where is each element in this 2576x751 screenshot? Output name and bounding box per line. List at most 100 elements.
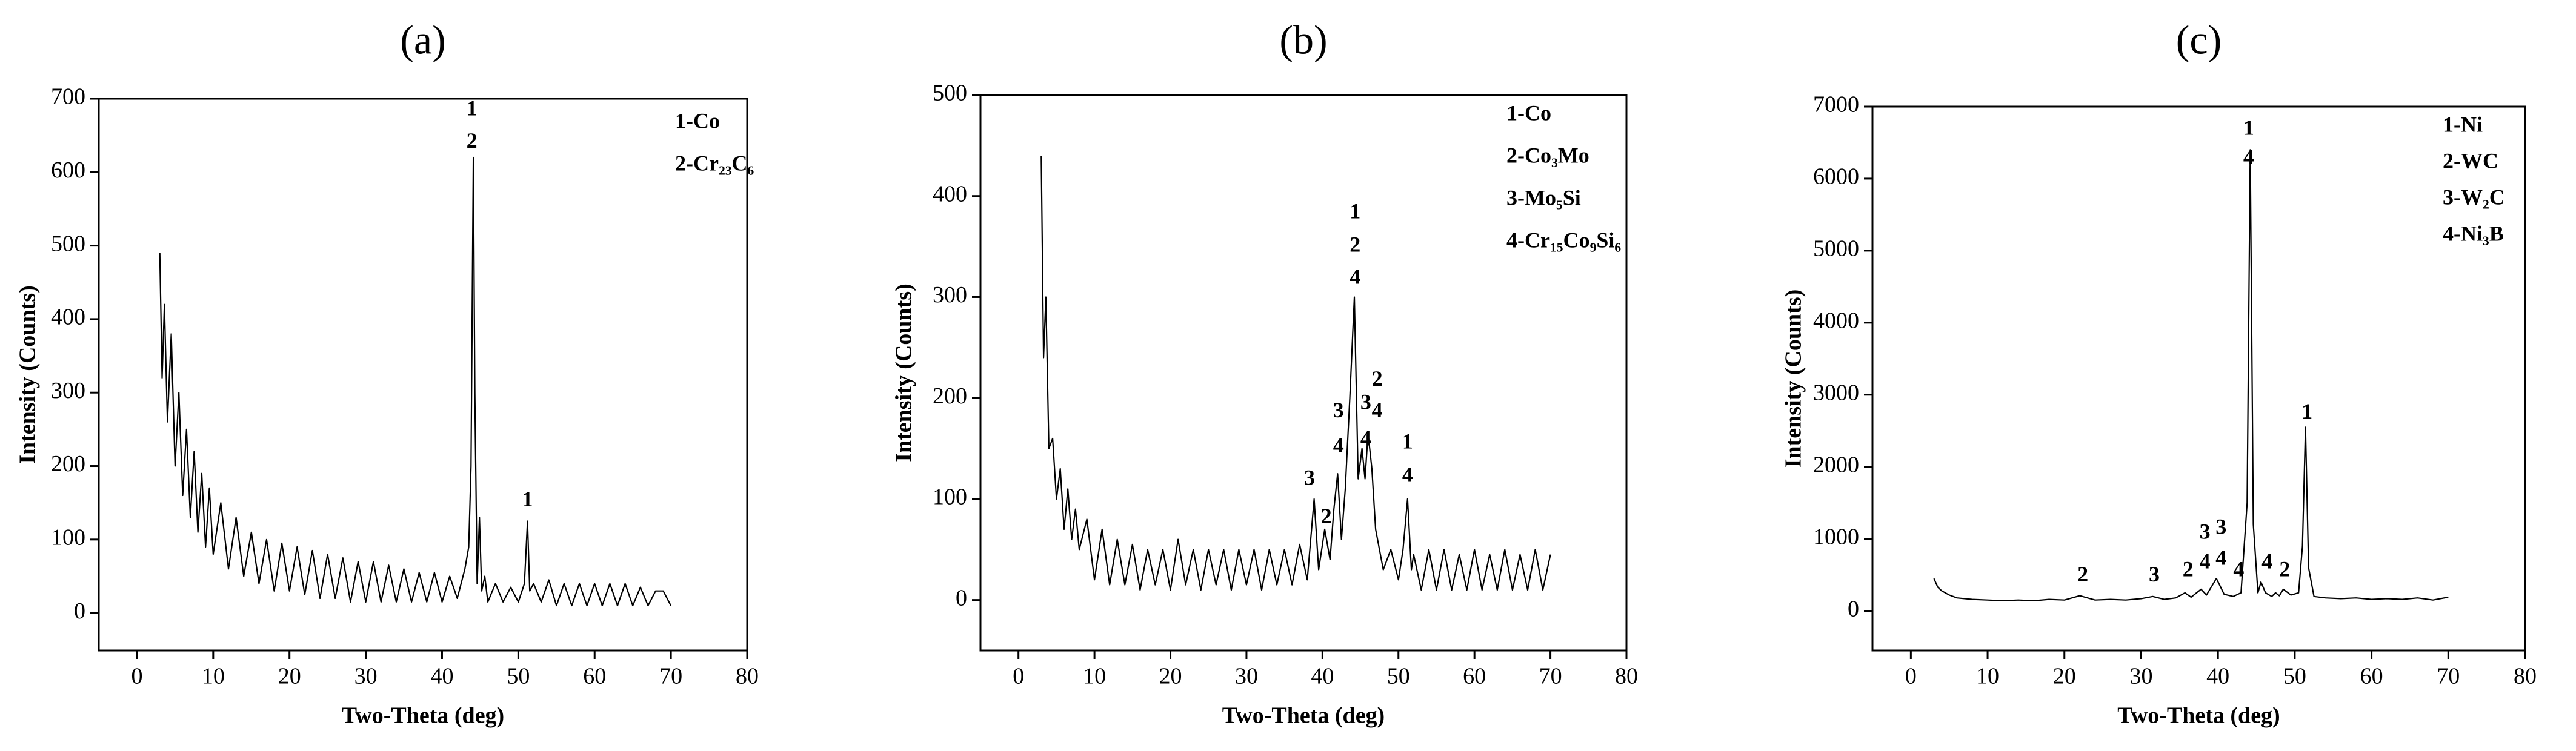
peak-label: 4 — [2261, 549, 2272, 573]
peak-label: 1 — [2243, 115, 2254, 139]
x-tick-label: 40 — [430, 664, 453, 689]
x-tick-label: 0 — [1905, 664, 1917, 689]
y-tick-label: 100 — [933, 485, 967, 510]
peak-label: 1 — [522, 487, 533, 511]
panel: (b) 0 10 20 30 40 50 60 70 80 0 100 200 300 400 500 Two-… — [891, 17, 1638, 729]
peak-label: 4 — [2243, 145, 2254, 169]
peak-label: 3 — [1333, 398, 1344, 422]
x-axis-label: Two-Theta (deg) — [2117, 703, 2280, 729]
y-axis-label: Intensity (Counts) — [1781, 289, 1806, 468]
y-tick-label: 200 — [933, 383, 967, 409]
y-tick-label: 6000 — [1813, 164, 1859, 190]
xrd-line — [1040, 155, 1551, 591]
x-tick-label: 30 — [354, 664, 378, 689]
y-tick-label: 400 — [51, 305, 85, 330]
y-tick-label: 3000 — [1813, 380, 1859, 405]
x-tick-label: 70 — [659, 664, 682, 689]
y-tick-label: 600 — [51, 157, 85, 183]
peak-label: 4 — [1372, 398, 1383, 422]
x-tick-label: 20 — [1159, 664, 1182, 689]
x-tick-label: 80 — [1615, 664, 1638, 689]
x-tick-label: 10 — [1083, 664, 1106, 689]
x-tick-label: 10 — [202, 664, 225, 689]
peak-label: 4 — [1402, 462, 1413, 486]
x-tick-label: 50 — [507, 664, 530, 689]
peak-label: 4 — [1350, 265, 1360, 289]
x-axis-label: Two-Theta (deg) — [342, 703, 504, 729]
peak-label: 3 — [2149, 562, 2160, 586]
x-tick-label: 50 — [2283, 664, 2306, 689]
phase-label: 1-Co — [1506, 101, 1551, 125]
peak-label: 4 — [2233, 557, 2244, 581]
y-tick-label: 200 — [51, 451, 85, 477]
y-tick-label: 1000 — [1813, 524, 1859, 549]
peak-label: 1 — [467, 96, 478, 121]
x-tick-label: 80 — [2514, 664, 2537, 689]
x-axis-label: Two-Theta (deg) — [1222, 703, 1385, 729]
x-tick-label: 40 — [2206, 664, 2229, 689]
x-tick-label: 20 — [2053, 664, 2076, 689]
panel-title: (a) — [400, 17, 445, 63]
xrd-line — [1933, 149, 2449, 601]
xrd-line — [159, 156, 672, 607]
x-tick-label: 80 — [736, 664, 759, 689]
y-tick-label: 500 — [933, 81, 967, 106]
phase-label: 4-Cr₁₅Co₉Si₆ — [1506, 228, 1621, 252]
peak-label: 4 — [1333, 433, 1344, 457]
x-tick-label: 10 — [1976, 664, 1999, 689]
y-tick-label: 4000 — [1813, 308, 1859, 334]
phase-label: 1-Ni — [2443, 112, 2483, 136]
phase-label: 3-W₂C — [2443, 185, 2505, 209]
peak-label: 2 — [2183, 557, 2194, 581]
phase-label: 2-WC — [2443, 148, 2498, 173]
x-tick-label: 70 — [2437, 664, 2460, 689]
peak-label: 4 — [2215, 545, 2226, 569]
peak-label: 3 — [2200, 520, 2211, 544]
y-tick-label: 0 — [956, 585, 967, 610]
panel: (c) 0 10 20 30 40 50 60 70 80 0 1000 2000 3000 4000 500… — [1781, 17, 2537, 729]
y-axis-label: Intensity (Counts) — [15, 285, 41, 464]
x-tick-label: 0 — [1013, 664, 1024, 689]
phase-label: 3-Mo₅Si — [1506, 185, 1581, 210]
x-tick-label: 0 — [131, 664, 142, 689]
y-tick-label: 5000 — [1813, 236, 1859, 262]
x-tick-label: 30 — [1235, 664, 1258, 689]
peak-label: 2 — [2077, 562, 2088, 586]
peak-label: 4 — [1360, 426, 1371, 450]
peak-label: 2 — [1321, 504, 1332, 528]
x-tick-label: 60 — [1463, 664, 1486, 689]
x-tick-label: 40 — [1311, 664, 1334, 689]
panel-title: (c) — [2176, 17, 2222, 63]
peak-label: 3 — [1360, 389, 1371, 414]
y-axis-label: Intensity (Counts) — [891, 283, 917, 462]
peak-label: 3 — [1304, 465, 1315, 489]
x-tick-label: 70 — [1539, 664, 1562, 689]
phase-label: 2-Co₃Mo — [1506, 143, 1589, 167]
y-tick-label: 100 — [51, 525, 85, 551]
peak-label: 2 — [1372, 366, 1383, 391]
y-tick-label: 300 — [51, 378, 85, 403]
y-tick-label: 700 — [51, 84, 85, 110]
x-tick-label: 60 — [2360, 664, 2383, 689]
y-tick-label: 2000 — [1813, 452, 1859, 477]
plot-frame — [98, 98, 748, 652]
peak-label: 2 — [1350, 232, 1360, 256]
y-tick-label: 0 — [1848, 596, 1859, 621]
phase-label: 4-Ni₃B — [2443, 221, 2504, 245]
peak-label: 1 — [2301, 399, 2312, 423]
y-tick-label: 400 — [933, 181, 967, 207]
peak-label: 1 — [1350, 199, 1360, 223]
phase-label: 2-Cr₂₃C₆ — [675, 151, 754, 175]
y-tick-label: 0 — [74, 598, 85, 624]
y-tick-label: 300 — [933, 282, 967, 308]
plot-frame — [1871, 105, 2526, 652]
panel: (a) 0 10 20 30 40 50 60 70 80 0 100 200 300 400 500 600 7… — [15, 17, 759, 729]
peak-label: 1 — [1402, 429, 1413, 453]
phase-label: 1-Co — [675, 108, 720, 133]
peak-label: 4 — [2200, 549, 2211, 573]
x-tick-label: 20 — [278, 664, 301, 689]
x-tick-label: 30 — [2129, 664, 2152, 689]
y-tick-label: 7000 — [1813, 92, 1859, 117]
peak-label: 3 — [2215, 514, 2226, 538]
panel-title: (b) — [1279, 17, 1327, 63]
